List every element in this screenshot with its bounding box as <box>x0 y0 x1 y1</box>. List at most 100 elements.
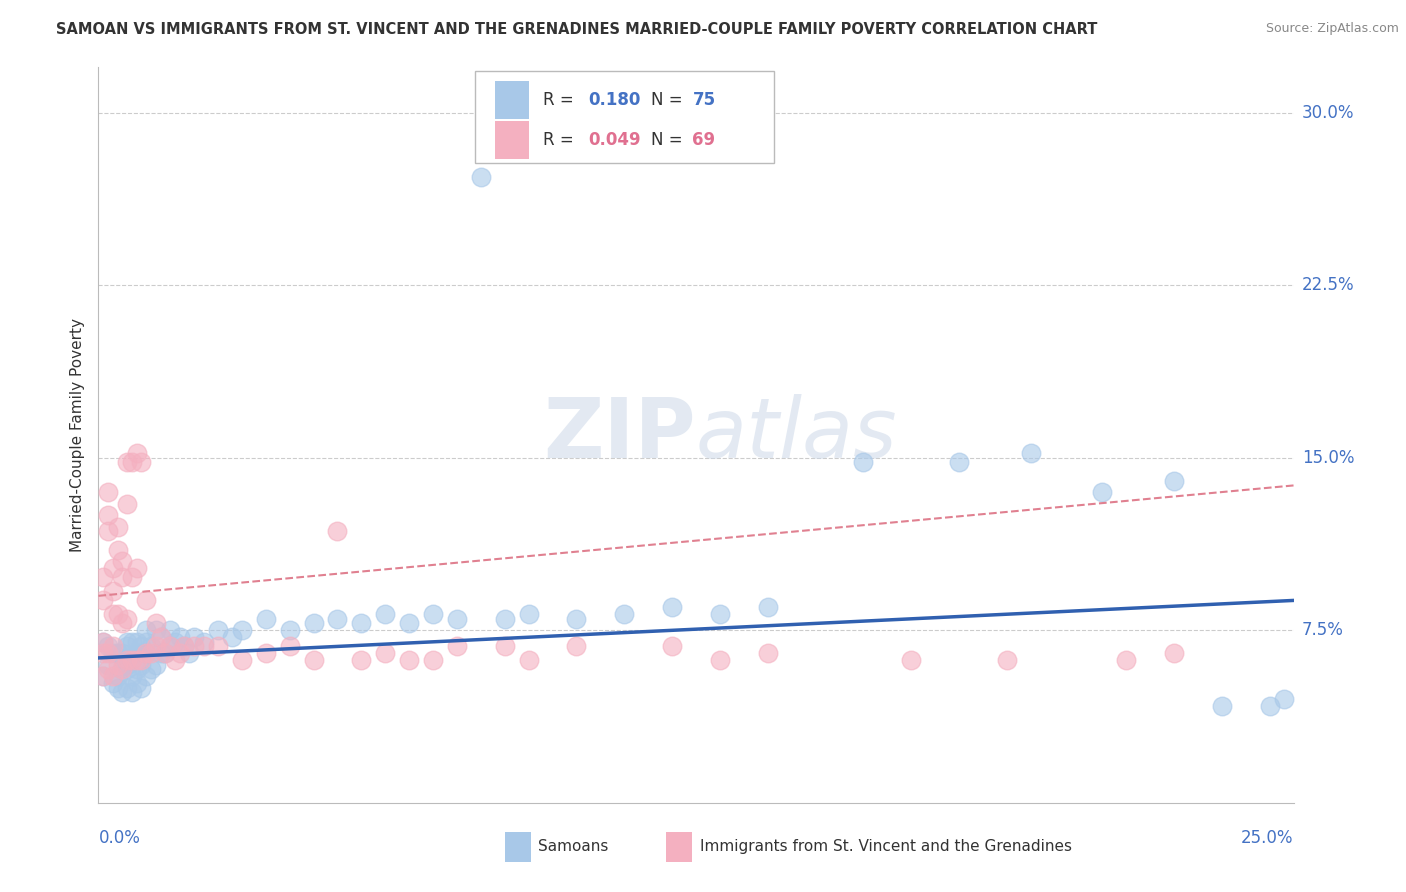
Point <box>326 612 349 626</box>
Point <box>91 570 114 584</box>
Text: Immigrants from St. Vincent and the Grenadines: Immigrants from St. Vincent and the Gren… <box>700 839 1071 855</box>
Point <box>494 612 516 626</box>
Point <box>422 653 444 667</box>
Point <box>107 646 129 660</box>
Point <box>97 646 120 660</box>
Point <box>135 646 157 660</box>
Point <box>159 624 181 638</box>
Point <box>221 630 243 644</box>
Point <box>131 455 153 469</box>
Point <box>756 646 779 660</box>
Point <box>111 616 134 631</box>
Point <box>948 455 970 469</box>
Point <box>446 612 468 626</box>
Point <box>1163 646 1185 660</box>
Point <box>115 653 138 667</box>
Text: 7.5%: 7.5% <box>1302 622 1344 640</box>
Point <box>101 607 124 622</box>
Point <box>91 646 114 660</box>
Point <box>446 640 468 654</box>
Point <box>131 681 153 695</box>
Point <box>107 607 129 622</box>
Point <box>173 640 195 654</box>
Point <box>97 640 120 654</box>
Point <box>121 635 143 649</box>
Point <box>163 635 186 649</box>
Point <box>101 561 124 575</box>
Point <box>145 624 167 638</box>
Point <box>135 635 157 649</box>
FancyBboxPatch shape <box>475 70 773 162</box>
Point <box>193 640 215 654</box>
Point <box>155 646 177 660</box>
Point <box>661 640 683 654</box>
Point <box>145 616 167 631</box>
Point <box>91 669 114 683</box>
Bar <box>495 80 529 119</box>
Text: 75: 75 <box>692 91 716 109</box>
Point <box>97 662 120 676</box>
Point <box>995 653 1018 667</box>
Point <box>115 635 138 649</box>
Point <box>101 584 124 599</box>
Point <box>135 669 157 683</box>
Point <box>149 630 172 644</box>
Text: R =: R = <box>543 131 579 149</box>
Point <box>756 600 779 615</box>
Point <box>326 524 349 539</box>
Bar <box>505 832 531 862</box>
Point <box>131 640 153 654</box>
Bar <box>495 121 529 160</box>
Point <box>91 635 114 649</box>
Bar <box>666 832 692 862</box>
Point <box>125 561 148 575</box>
Point <box>91 669 114 683</box>
Point <box>97 657 120 672</box>
Point <box>111 570 134 584</box>
Point <box>350 616 373 631</box>
Point <box>494 640 516 654</box>
Point <box>107 669 129 683</box>
Text: N =: N = <box>651 91 688 109</box>
Point <box>91 593 114 607</box>
Point <box>145 640 167 654</box>
Point <box>350 653 373 667</box>
Point <box>115 681 138 695</box>
Point <box>1091 485 1114 500</box>
Point <box>163 653 186 667</box>
Point <box>565 612 588 626</box>
Point <box>709 607 731 622</box>
Point <box>852 455 875 469</box>
Point <box>1115 653 1137 667</box>
Y-axis label: Married-Couple Family Poverty: Married-Couple Family Poverty <box>69 318 84 552</box>
Point <box>107 681 129 695</box>
Point <box>1258 699 1281 714</box>
Point <box>565 640 588 654</box>
Point <box>97 524 120 539</box>
Point <box>193 635 215 649</box>
Point <box>111 646 134 660</box>
Point <box>254 612 277 626</box>
Point <box>115 455 138 469</box>
Point <box>131 657 153 672</box>
Point <box>254 646 277 660</box>
Point <box>115 657 138 672</box>
Point <box>173 640 195 654</box>
Point <box>115 662 138 676</box>
Point <box>302 616 325 631</box>
Point <box>107 657 129 672</box>
Point <box>374 646 396 660</box>
Point <box>374 607 396 622</box>
Text: 0.0%: 0.0% <box>98 829 141 847</box>
Point <box>125 676 148 690</box>
Point <box>121 653 143 667</box>
Point <box>278 640 301 654</box>
Point <box>107 542 129 557</box>
Point <box>91 635 114 649</box>
Text: 25.0%: 25.0% <box>1241 829 1294 847</box>
Point <box>101 640 124 654</box>
Text: atlas: atlas <box>696 394 897 475</box>
Point <box>135 624 157 638</box>
Point <box>135 593 157 607</box>
Text: 0.180: 0.180 <box>589 91 641 109</box>
